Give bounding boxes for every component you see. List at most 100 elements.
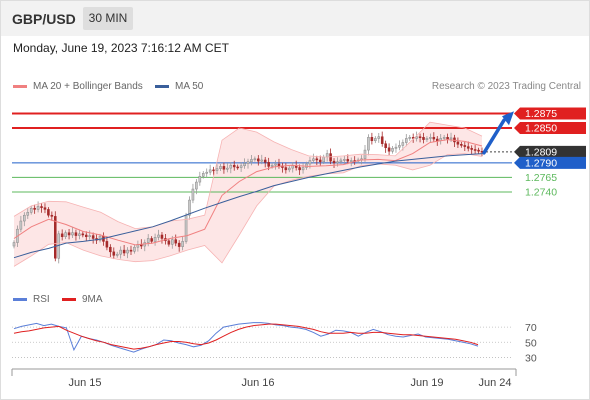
candle-body [191, 188, 195, 201]
candle-body [318, 159, 322, 162]
candle [133, 244, 136, 254]
candle-body [212, 169, 215, 172]
candle [470, 145, 473, 155]
candle-body [336, 161, 339, 164]
candle [329, 148, 332, 165]
legend-swatch-bollinger [13, 84, 27, 88]
candle [60, 229, 64, 241]
candle-body [415, 136, 418, 139]
candle [301, 163, 305, 174]
legend-swatch-rsi-ma [62, 297, 76, 301]
candle [112, 247, 116, 260]
candle-body [315, 158, 319, 161]
timestamp: Monday, June 19, 2023 7:16:12 AM CET [13, 41, 229, 55]
candle [384, 140, 387, 153]
candle-body [288, 167, 291, 171]
candle-body [229, 164, 233, 169]
candle-body [84, 234, 88, 237]
candle-body [112, 251, 116, 256]
candle-body [380, 136, 384, 144]
candle-body [456, 141, 460, 145]
forecast-arrow-head [502, 111, 514, 126]
candle [74, 229, 78, 241]
level-label-1.2875: 1.2875 [514, 107, 586, 120]
candle-body [349, 160, 353, 162]
candle [129, 245, 133, 255]
candle-body [115, 253, 119, 256]
candle [473, 145, 477, 154]
candle-body [401, 142, 405, 146]
candle [387, 143, 391, 155]
candle [29, 205, 33, 215]
candle [260, 154, 264, 165]
bollinger-lower-line [13, 153, 483, 267]
moving-averages [13, 111, 514, 267]
candle [122, 244, 126, 257]
rsi-tick-50: 50 [525, 337, 537, 349]
candle [398, 140, 401, 151]
candle-body [460, 144, 463, 146]
candle-body [205, 171, 208, 174]
candle-body [418, 136, 422, 138]
candle-body [267, 162, 270, 167]
candle [380, 131, 384, 147]
candle-body [88, 235, 91, 237]
candle-body [449, 137, 453, 140]
candle [26, 207, 30, 219]
candle-body [126, 249, 129, 254]
candle [466, 141, 470, 152]
candle-body [188, 199, 191, 216]
candle [318, 155, 322, 166]
candle [246, 158, 250, 169]
candle [119, 246, 122, 259]
legend-rsi-ma: 9MA [62, 294, 103, 305]
candle [346, 154, 350, 165]
candle-body [43, 207, 47, 210]
candle [174, 234, 178, 247]
rsi-panel: 70 50 30 [12, 322, 537, 364]
x-tick-label: Jun 16 [241, 377, 274, 389]
candle-body [146, 238, 150, 243]
candle [195, 179, 198, 195]
candle [212, 166, 215, 176]
x-tick-label: Jun 15 [68, 377, 101, 389]
candle-body [398, 145, 401, 148]
candle-body [215, 168, 219, 171]
timeframe-button[interactable]: 30 MIN [83, 7, 133, 30]
candle-body [463, 145, 467, 147]
candle-body [370, 137, 374, 142]
candle [150, 236, 153, 244]
candle-body [208, 169, 212, 173]
candle [446, 133, 449, 144]
bollinger-upper-line [13, 121, 483, 230]
candle [181, 236, 184, 251]
candle-body [109, 246, 112, 253]
candle-body [367, 137, 370, 151]
legend-bollinger-label: MA 20 + Bollinger Bands [33, 81, 143, 92]
candle [339, 157, 343, 165]
candle-body [257, 158, 260, 162]
candle-body [277, 163, 281, 167]
legend-ma50-label: MA 50 [175, 81, 204, 92]
candle-body [226, 167, 229, 170]
candle [219, 164, 222, 172]
level-value: 1.2765 [525, 172, 557, 184]
candle-body [260, 159, 264, 162]
candle-body [64, 232, 67, 237]
candle [57, 230, 61, 264]
candle-body [71, 232, 74, 236]
candle-body [157, 234, 160, 238]
candle-body [291, 165, 295, 169]
candle [456, 137, 460, 148]
candle [253, 156, 257, 162]
candle-body [339, 159, 343, 162]
candle [374, 136, 377, 144]
candle-body [346, 159, 350, 162]
candle [64, 230, 67, 240]
candle-body [442, 137, 446, 139]
candle-body [391, 148, 394, 152]
candle-body [47, 209, 50, 216]
candle [477, 147, 480, 154]
candle-body [298, 167, 301, 171]
